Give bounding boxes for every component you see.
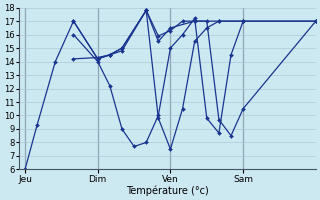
X-axis label: Température (°c): Température (°c) xyxy=(126,185,209,196)
